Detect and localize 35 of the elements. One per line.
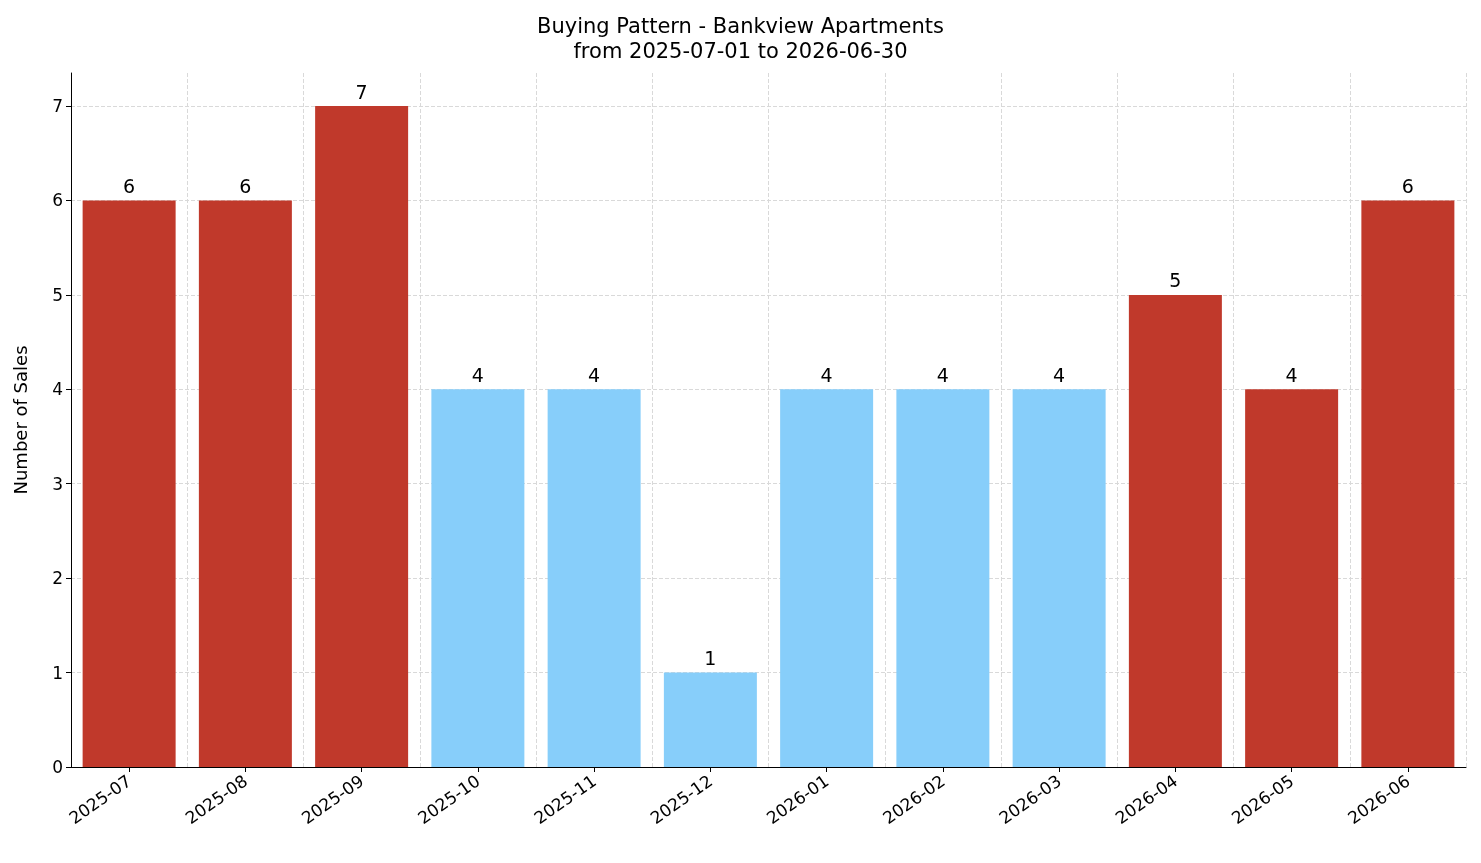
bar (82, 200, 176, 767)
y-tick-label: 1 (52, 662, 63, 683)
bar (1128, 294, 1222, 767)
y-tick-label: 6 (52, 190, 63, 211)
data-label: 1 (704, 647, 717, 670)
y-tick-label: 4 (52, 379, 63, 400)
bar (896, 389, 990, 767)
data-label: 7 (355, 80, 368, 103)
bar (431, 389, 525, 767)
y-tick-label: 3 (52, 473, 63, 494)
chart-subtitle: from 2025-07-01 to 2026-06-30 (573, 38, 908, 63)
data-label: 6 (1401, 174, 1414, 197)
data-label: 4 (1053, 363, 1066, 386)
data-label: 4 (471, 363, 484, 386)
y-tick-label: 0 (52, 757, 63, 777)
data-label: 6 (239, 174, 252, 197)
data-label: 4 (820, 363, 833, 386)
data-label: 4 (1285, 363, 1298, 386)
bar (315, 106, 409, 767)
bar (663, 672, 757, 767)
bar (1361, 200, 1455, 767)
data-label: 6 (123, 174, 136, 197)
bar (780, 389, 874, 767)
bar (198, 200, 292, 767)
data-label: 4 (936, 363, 949, 386)
data-label: 4 (588, 363, 601, 386)
data-label: 5 (1169, 269, 1182, 292)
bar (1012, 389, 1106, 767)
y-axis-title: Number of Sales (9, 345, 31, 495)
chart-title: Buying Pattern - Bankview Apartments (537, 13, 944, 38)
y-tick-label: 2 (52, 568, 63, 589)
y-tick-label: 7 (52, 96, 63, 117)
y-tick-label: 5 (52, 284, 63, 305)
bar (547, 389, 641, 767)
bar (1245, 389, 1339, 767)
